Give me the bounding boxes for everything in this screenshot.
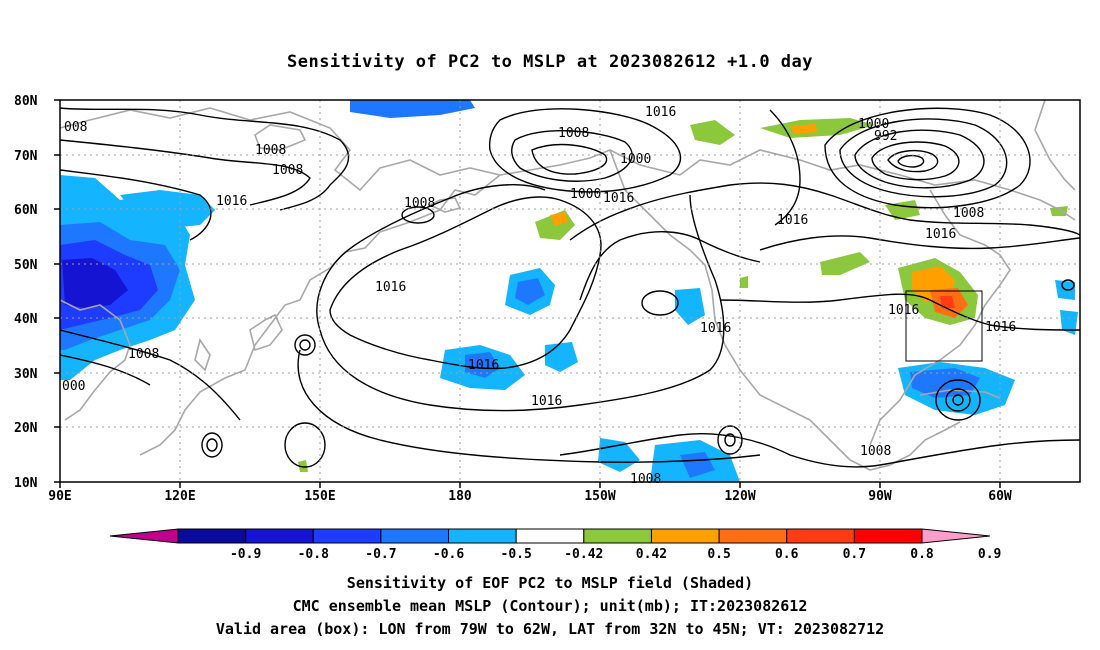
colorbar-label: -0.6 xyxy=(433,547,464,562)
lon-label: 90W xyxy=(868,489,892,504)
map-frame xyxy=(59,99,1081,483)
positive-sensitivity-patch xyxy=(790,124,818,134)
lon-label: 150E xyxy=(304,489,335,504)
positive-sensitivity-patch xyxy=(820,252,870,275)
colorbar-label: -0.5 xyxy=(501,547,532,562)
colorbar-segment xyxy=(786,528,855,544)
colorbar-segment xyxy=(312,528,382,544)
contour-label: 1016 xyxy=(925,227,956,242)
colorbar-segment xyxy=(177,528,247,544)
contour-label: 1016 xyxy=(645,105,676,120)
colorbar-segment xyxy=(718,528,788,544)
contour-label: 1008 xyxy=(558,126,589,141)
lat-label: 70N xyxy=(14,149,38,164)
contour-label: 1016 xyxy=(531,394,562,409)
longitude-labels: 90E 120E 150E 180 150W 120W 90W 60W xyxy=(48,489,1012,504)
lat-label: 10N xyxy=(14,476,38,491)
colorbar-label: -0.42 xyxy=(564,547,603,562)
positive-sensitivity-patch xyxy=(940,296,955,308)
caption-line-1: Sensitivity of EOF PC2 to MSLP field (Sh… xyxy=(346,574,754,592)
contour-label: 000 xyxy=(62,379,85,394)
positive-sensitivity-patch xyxy=(740,276,748,288)
positive-sensitivity-patch xyxy=(298,460,308,472)
colorbar-segment xyxy=(448,528,517,544)
colorbar-segment xyxy=(583,528,652,544)
lon-label: 60W xyxy=(988,489,1012,504)
colorbar-label: 0.9 xyxy=(978,547,1001,562)
lon-label: 120E xyxy=(164,489,195,504)
contour-label: 1008 xyxy=(630,472,661,487)
colorbar-label: -0.7 xyxy=(365,547,396,562)
page-title: Sensitivity of PC2 to MSLP at 2023082612… xyxy=(286,52,813,72)
colorbar-arrow-high xyxy=(921,528,991,544)
lat-label: 30N xyxy=(14,367,38,382)
contour-label: 1016 xyxy=(603,191,634,206)
contour-labels: 008 1008 1008 1016 1008 1008 1016 1000 1… xyxy=(62,105,1016,487)
colorbar-segment xyxy=(515,528,585,544)
negative-sensitivity-patch xyxy=(1060,310,1078,335)
mslp-contours xyxy=(60,107,1080,468)
positive-sensitivity-patch xyxy=(690,120,735,145)
contour-label: 1016 xyxy=(700,321,731,336)
lat-label: 20N xyxy=(14,421,38,436)
colorbar-label: -0.9 xyxy=(230,547,261,562)
contour-label: 1008 xyxy=(128,347,159,362)
colorbar-segment xyxy=(380,528,450,544)
lat-label: 60N xyxy=(14,203,38,218)
negative-sensitivity-patch xyxy=(680,452,715,478)
colorbar-label: 0.7 xyxy=(843,547,866,562)
lon-label: 150W xyxy=(584,489,615,504)
contour-label: 1000 xyxy=(620,152,651,167)
contour-label: 992 xyxy=(874,129,897,144)
colorbar-segment xyxy=(650,528,720,544)
contour-label: 1016 xyxy=(888,303,919,318)
contour-label: 1008 xyxy=(272,163,303,178)
colorbar-segment xyxy=(853,528,923,544)
negative-sensitivity-patch xyxy=(465,352,500,378)
contour-label: 1008 xyxy=(860,444,891,459)
positive-sensitivity-patch xyxy=(550,212,568,226)
contour-label: 1016 xyxy=(985,320,1016,335)
contour-label: 1016 xyxy=(468,358,499,373)
gridlines xyxy=(60,100,1080,482)
contour-label: 1016 xyxy=(216,194,247,209)
latitude-labels: 80N 70N 60N 50N 40N 30N 20N 10N xyxy=(14,94,38,491)
contour-label: 1008 xyxy=(255,143,286,158)
axis-ticks xyxy=(54,99,1001,488)
negative-sensitivity-patch xyxy=(350,100,475,118)
lat-label: 50N xyxy=(14,258,38,273)
negative-sensitivity-patch xyxy=(62,258,128,308)
lat-label: 80N xyxy=(14,94,38,109)
positive-sensitivity-patch xyxy=(760,118,875,138)
colorbar: -0.9 -0.8 -0.7 -0.6 -0.5 -0.42 0.42 0.5 0.6 0.7 0.… xyxy=(109,528,1001,562)
colorbar-label: -0.8 xyxy=(298,547,329,562)
contour-label: 1016 xyxy=(375,280,406,295)
colorbar-label: 0.5 xyxy=(707,547,730,562)
colorbar-segment xyxy=(245,528,314,544)
positive-sensitivity-patch xyxy=(885,200,920,220)
contour-label: 1008 xyxy=(404,196,435,211)
lon-label: 90E xyxy=(48,489,71,504)
negative-sensitivity-patch xyxy=(545,342,578,372)
lon-label: 120W xyxy=(724,489,755,504)
negative-sensitivity-patch xyxy=(120,190,215,228)
caption-line-2: CMC ensemble mean MSLP (Contour); unit(m… xyxy=(292,597,808,615)
contour-label: 1016 xyxy=(777,213,808,228)
colorbar-arrow-low xyxy=(109,528,179,544)
colorbar-label: 0.42 xyxy=(636,547,667,562)
contour-label: 1000 xyxy=(570,187,601,202)
positive-sensitivity-patch xyxy=(1050,206,1068,216)
valid-area-box xyxy=(905,290,983,362)
colorbar-label: 0.6 xyxy=(775,547,799,562)
negative-sensitivity-patch xyxy=(675,288,705,325)
negative-sensitivity-patch xyxy=(515,278,545,305)
contour-label: 1008 xyxy=(953,206,984,221)
colorbar-label: 0.8 xyxy=(910,547,934,562)
lon-label: 180 xyxy=(448,489,472,504)
contour-label: 008 xyxy=(64,120,87,135)
caption-line-3: Valid area (box): LON from 79W to 62W, L… xyxy=(215,620,885,638)
contour-label: 1000 xyxy=(858,117,889,132)
lat-label: 40N xyxy=(14,312,38,327)
